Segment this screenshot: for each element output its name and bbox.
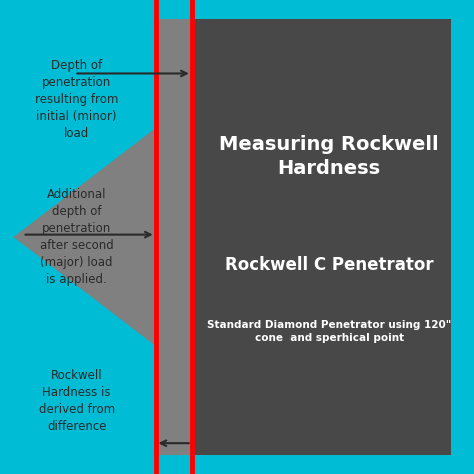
Text: Depth of
penetration
resulting from
initial (minor)
load: Depth of penetration resulting from init…: [35, 59, 118, 140]
Text: Standard Diamond Penetrator using 120"
cone  and sperhical point: Standard Diamond Penetrator using 120" c…: [207, 320, 451, 343]
Polygon shape: [191, 19, 474, 455]
Text: Rockwell C Penetrator: Rockwell C Penetrator: [225, 256, 434, 274]
Text: Measuring Rockwell
Hardness: Measuring Rockwell Hardness: [219, 135, 439, 178]
Text: Additional
depth of
penetration
after second
(major) load
is applied.: Additional depth of penetration after se…: [40, 188, 114, 286]
Polygon shape: [14, 19, 474, 455]
Text: Rockwell
Hardness is
derived from
difference: Rockwell Hardness is derived from differ…: [38, 368, 115, 433]
